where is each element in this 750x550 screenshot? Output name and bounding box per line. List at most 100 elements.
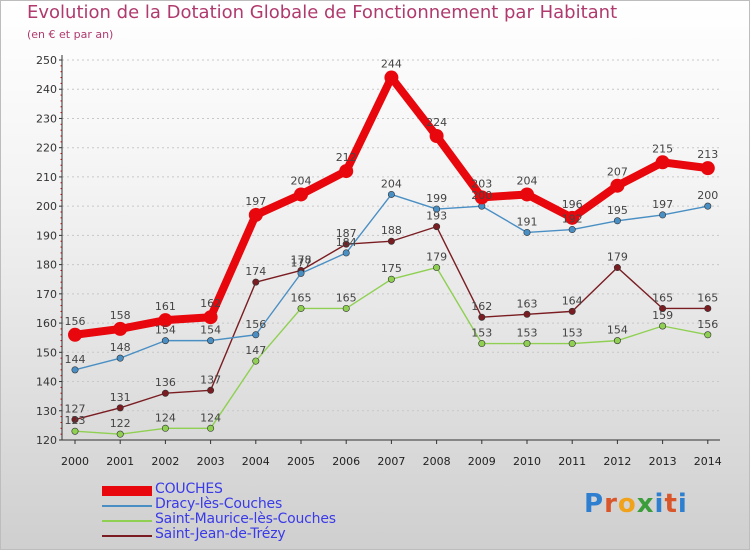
data-label: 163 [517,297,538,310]
data-label: 124 [200,411,221,424]
y-tick-label: 150 [36,346,57,359]
y-tick-label: 250 [36,54,57,67]
data-label: 161 [155,300,176,313]
legend-swatch [102,520,152,522]
data-point [565,210,580,225]
data-point [113,321,128,336]
data-label: 159 [652,309,673,322]
data-label: 192 [562,213,583,226]
legend-label: Dracy-lès-Couches [155,496,283,512]
data-label: 199 [426,192,447,205]
data-label: 207 [607,166,628,179]
data-point [568,226,576,234]
data-point [520,187,534,202]
y-tick-label: 130 [36,405,57,418]
data-point [523,340,531,348]
data-label: 174 [245,265,266,278]
data-point [387,275,395,283]
data-point [158,313,173,328]
x-tick-label: 2002 [151,455,179,468]
data-label: 127 [65,403,86,416]
data-label: 197 [652,198,673,211]
data-label: 147 [245,344,266,357]
data-label: 191 [517,215,538,228]
data-point [71,416,79,424]
x-tick-label: 2008 [423,455,451,468]
legend-swatch [102,505,152,507]
legend-swatch [102,486,152,496]
data-label: 148 [110,341,131,354]
data-point [342,240,350,248]
y-tick-label: 190 [36,229,57,242]
x-tick-label: 2003 [197,455,225,468]
x-tick-label: 2013 [649,455,677,468]
data-label: 124 [155,411,176,424]
data-point [71,427,79,435]
data-label: 154 [607,324,628,337]
x-tick-label: 2014 [694,455,722,468]
y-tick-label: 160 [36,317,57,330]
data-point [207,424,215,432]
data-label: 204 [291,174,312,187]
data-label: 165 [291,291,312,304]
data-label: 213 [697,148,718,161]
data-point [116,404,124,412]
data-point [116,430,124,438]
data-label: 154 [200,324,221,337]
data-label: 179 [607,251,628,264]
y-tick-label: 120 [36,434,57,447]
data-label: 122 [110,417,131,430]
data-point [71,366,79,374]
data-point [207,337,215,345]
data-point [523,228,531,236]
data-point [116,354,124,362]
data-point [659,211,667,219]
data-label: 136 [155,376,176,389]
data-point [248,207,263,222]
data-label: 200 [471,189,492,202]
y-tick-label: 230 [36,112,57,125]
data-label: 156 [245,318,266,331]
chart-subtitle: (en € et par an) [27,28,114,41]
data-label: 164 [562,294,583,307]
data-point [161,424,169,432]
data-point [704,202,712,210]
data-point [297,269,305,277]
y-tick-label: 180 [36,259,57,272]
data-label: 188 [381,224,402,237]
data-point [700,161,715,176]
legend-swatch [102,535,152,537]
y-tick-label: 200 [36,200,57,213]
data-point [339,164,354,179]
data-point [387,190,395,198]
data-point [523,310,531,318]
data-point [203,310,218,325]
data-point [433,264,441,272]
data-label: 193 [426,210,447,223]
y-tick-label: 210 [36,171,57,184]
data-point [659,322,667,330]
x-tick-label: 2009 [468,455,496,468]
data-label: 162 [471,300,492,313]
data-point [474,190,489,205]
y-tick-label: 170 [36,288,57,301]
data-label: 215 [652,142,673,155]
x-tick-label: 2005 [287,455,315,468]
data-label: 197 [245,195,266,208]
series-line-2 [74,266,708,435]
data-label: 153 [562,327,583,340]
data-label: 187 [336,227,357,240]
proxiti-logo: Proxiti [584,489,688,519]
data-label: 204 [381,177,402,190]
data-label: 153 [517,327,538,340]
data-label: 224 [426,116,447,129]
data-label: 196 [562,198,583,211]
data-label: 203 [471,177,492,190]
data-point [252,331,260,339]
data-point [659,304,667,312]
data-point [433,223,441,231]
data-point [568,307,576,315]
data-point [342,249,350,257]
y-tick-label: 140 [36,376,57,389]
